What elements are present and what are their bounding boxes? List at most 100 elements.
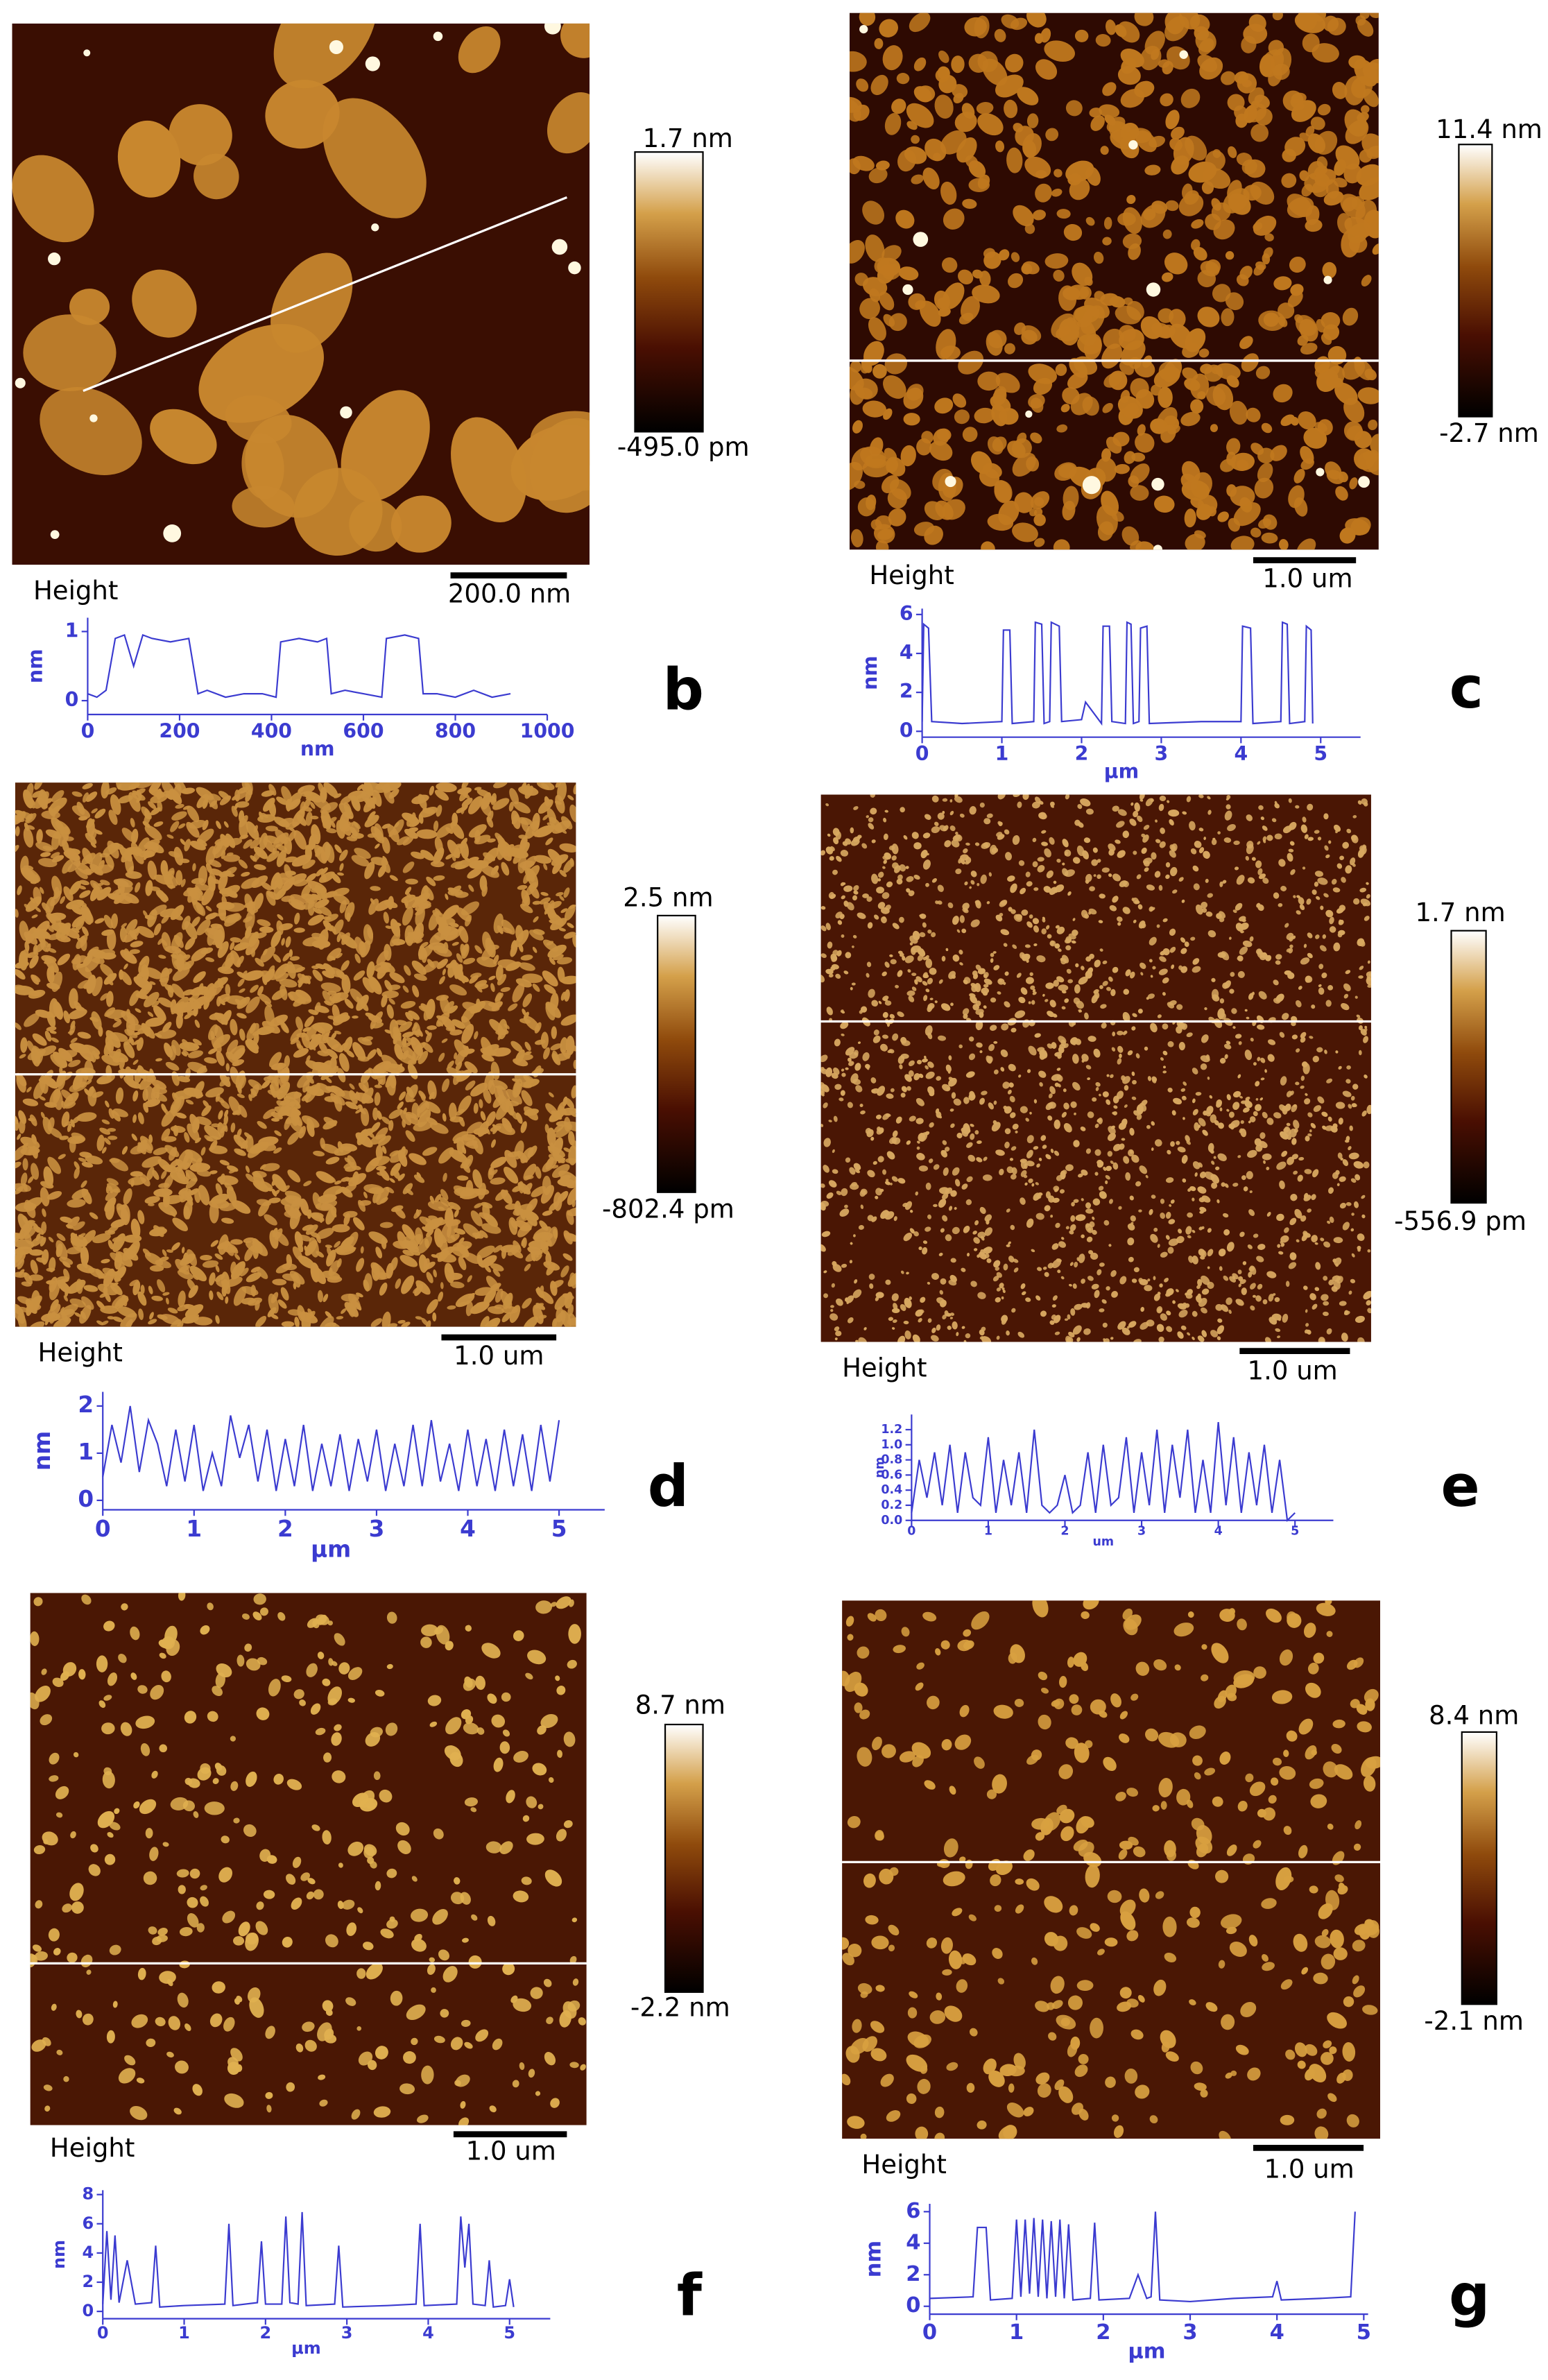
- afm-feature: [231, 805, 238, 817]
- afm-feature: [1074, 1303, 1083, 1310]
- afm-feature: [384, 900, 398, 909]
- afm-feature: [1114, 463, 1130, 474]
- afm-feature: [972, 284, 1000, 304]
- afm-feature: [260, 946, 276, 963]
- afm-feature: [918, 1165, 929, 1172]
- afm-feature: [1103, 216, 1112, 230]
- afm-feature: [171, 1242, 180, 1251]
- afm-feature: [255, 1316, 267, 1327]
- afm-feature: [1182, 811, 1187, 815]
- afm-feature: [1069, 178, 1090, 200]
- afm-feature: [129, 1279, 139, 1287]
- afm-feature: [1248, 1209, 1255, 1216]
- afm-feature: [81, 1161, 94, 1168]
- afm-feature: [990, 952, 995, 957]
- afm-feature: [243, 839, 252, 849]
- afm-feature: [1300, 1031, 1307, 1038]
- afm-feature: [882, 866, 886, 869]
- afm-feature: [1253, 1111, 1258, 1117]
- afm-feature: [940, 1228, 945, 1233]
- panel-letter: d: [648, 1453, 689, 1520]
- afm-feature: [60, 1216, 73, 1223]
- afm-feature: [976, 1157, 983, 1163]
- afm-feature: [409, 1099, 415, 1102]
- afm-feature: [1266, 834, 1273, 841]
- afm-feature: [1207, 810, 1212, 815]
- afm-feature: [1224, 1183, 1229, 1188]
- afm-feature: [296, 814, 307, 826]
- afm-feature: [157, 1314, 168, 1320]
- afm-feature: [1282, 90, 1304, 112]
- afm-feature: [1254, 477, 1274, 499]
- afm-feature: [132, 1114, 137, 1123]
- afm-feature: [1262, 825, 1268, 831]
- afm-feature: [273, 1147, 282, 1154]
- afm-feature: [1295, 315, 1317, 336]
- afm-feature: [294, 912, 300, 925]
- afm-feature: [1370, 434, 1379, 455]
- afm-feature: [425, 998, 436, 1020]
- afm-feature: [405, 1011, 413, 1022]
- afm-feature: [303, 1181, 312, 1187]
- afm-feature: [1296, 1239, 1300, 1242]
- afm-feature: [28, 1249, 44, 1256]
- afm-feature: [896, 73, 910, 85]
- afm-feature: [1323, 893, 1329, 898]
- afm-feature: [988, 1102, 994, 1110]
- afm-feature: [885, 1279, 891, 1285]
- afm-feature: [382, 855, 388, 863]
- afm-feature: [78, 816, 88, 821]
- afm-feature: [325, 1036, 343, 1053]
- afm-feature: [1193, 883, 1200, 891]
- afm-feature: [983, 978, 992, 985]
- afm-feature: [1286, 948, 1291, 952]
- afm-feature: [434, 1194, 442, 1203]
- afm-feature: [907, 969, 911, 973]
- afm-feature: [405, 878, 418, 885]
- afm-feature: [234, 789, 241, 802]
- afm-feature: [399, 1255, 418, 1267]
- afm-feature: [504, 1166, 519, 1184]
- afm-feature: [340, 1143, 358, 1152]
- afm-feature: [849, 461, 863, 490]
- afm-feature: [1069, 1230, 1074, 1235]
- afm-feature: [1279, 539, 1289, 550]
- afm-feature: [461, 797, 473, 807]
- afm-feature: [1162, 977, 1169, 984]
- afm-feature: [562, 1253, 573, 1261]
- afm-feature: [490, 983, 495, 993]
- afm-feature: [1047, 1115, 1053, 1121]
- afm-feature: [326, 1249, 336, 1267]
- afm-feature: [304, 1016, 314, 1027]
- afm-feature: [82, 782, 93, 789]
- afm-feature: [389, 875, 398, 881]
- afm-feature: [165, 1061, 180, 1071]
- afm-feature: [91, 808, 98, 814]
- afm-feature: [217, 941, 229, 959]
- afm-feature: [511, 810, 521, 830]
- afm-feature: [151, 905, 167, 916]
- afm-feature: [1140, 45, 1162, 71]
- afm-feature: [1255, 366, 1271, 379]
- afm-feature: [368, 811, 376, 819]
- afm-feature: [142, 1248, 151, 1257]
- afm-feature: [553, 1228, 558, 1239]
- afm-feature: [341, 1308, 347, 1315]
- afm-feature: [1159, 796, 1167, 801]
- y-tick-label: 4: [900, 641, 913, 664]
- afm-feature: [1223, 188, 1250, 214]
- afm-bright-spot: [1323, 275, 1332, 284]
- afm-feature: [275, 844, 288, 853]
- afm-feature: [886, 1151, 895, 1160]
- afm-feature: [456, 1175, 469, 1181]
- afm-feature: [1177, 1147, 1186, 1153]
- afm-feature: [1026, 1069, 1031, 1073]
- afm-bright-spot: [1316, 468, 1325, 477]
- afm-feature: [560, 1014, 576, 1026]
- afm-feature: [48, 948, 57, 953]
- afm-feature: [1012, 944, 1017, 949]
- afm-feature: [374, 1092, 381, 1106]
- afm-feature: [1122, 1076, 1130, 1084]
- afm-feature: [324, 1000, 332, 1006]
- afm-feature: [402, 1183, 413, 1195]
